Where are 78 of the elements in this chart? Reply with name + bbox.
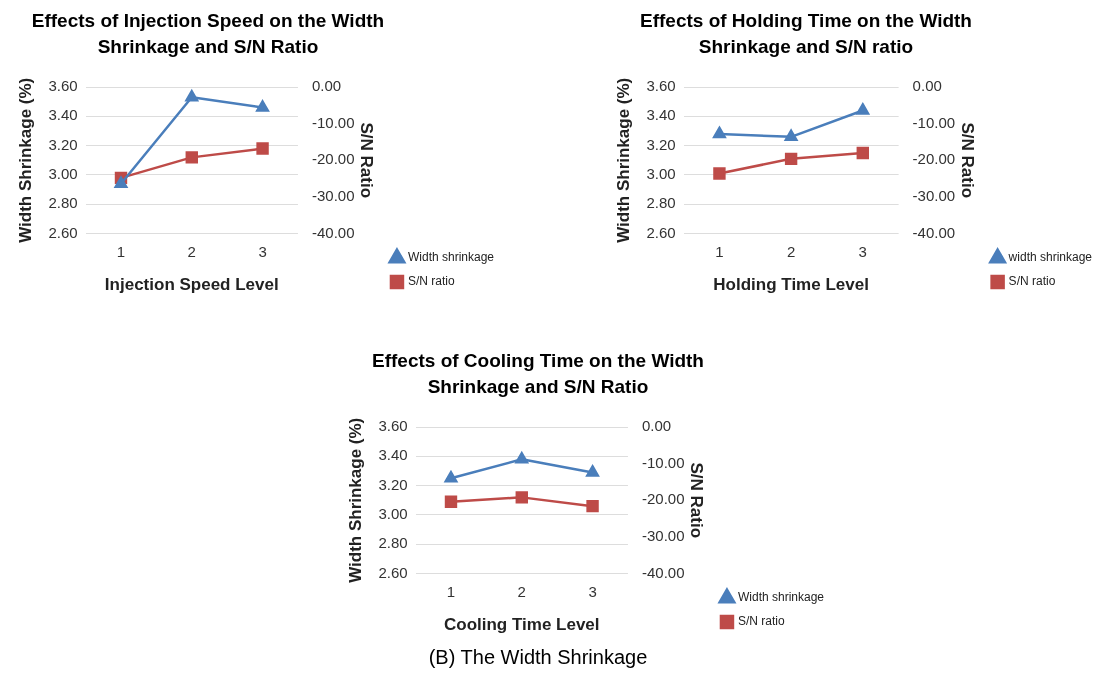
y2-tick-label: -10.00 (912, 113, 956, 131)
y2-tick-label: 0.00 (912, 77, 942, 95)
y-tick-label: 2.80 (48, 194, 78, 212)
y2-axis-title: S/N Ratio (357, 122, 377, 199)
y2-tick-label: -40.00 (641, 563, 685, 581)
x-tick-label: 1 (446, 582, 456, 600)
y-tick-label: 3.00 (378, 505, 408, 523)
point (185, 90, 199, 102)
x-tick-label: 2 (187, 242, 196, 260)
point (586, 499, 599, 513)
y-tick-label: 3.60 (48, 77, 78, 95)
y2-tick-label: -40.00 (912, 223, 956, 241)
y-tick-label: 3.20 (646, 135, 676, 153)
y-axis-title: Width Shrinkage (%) (15, 77, 35, 243)
y-tick-label: 3.40 (48, 106, 78, 124)
point (784, 152, 798, 166)
y2-tick-label: 0.00 (311, 77, 342, 95)
chart-title: Effects of Cooling Time on the Width Shrinkage and S/N Ratio (371, 349, 705, 399)
text: (B) The Width Shrinkage (427, 646, 649, 669)
y2-tick-label: -40.00 (311, 223, 355, 241)
x-tick-label: 2 (517, 582, 526, 600)
y-tick-label: 3.00 (48, 165, 78, 183)
point (256, 100, 270, 112)
y-tick-label: 3.20 (378, 475, 408, 493)
y2-tick-label: -10.00 (311, 113, 355, 131)
legend-label: Width shrinkage (407, 250, 495, 265)
x-tick-label: 1 (116, 242, 126, 260)
x-tick-label: 3 (258, 242, 267, 260)
legend-label: width shrinkage (1007, 250, 1093, 265)
point (515, 491, 528, 504)
y2-tick-label: -30.00 (912, 187, 956, 205)
y-tick-label: 3.00 (646, 165, 676, 183)
point (856, 146, 869, 160)
y-tick-label: 3.40 (646, 106, 676, 124)
x-tick-label: 2 (786, 242, 796, 260)
y2-tick-label: -20.00 (641, 490, 685, 508)
y2-tick-label: 0.00 (641, 417, 672, 435)
x-axis-title: Holding Time Level (713, 275, 869, 295)
point (256, 142, 269, 155)
y-axis-title: Width Shrinkage (%) (613, 77, 633, 243)
y-tick-label: 2.80 (646, 194, 676, 212)
x-axis-title: Injection Speed Level (104, 275, 279, 295)
legend-label: S/N ratio (737, 614, 785, 629)
x-tick-label: 1 (715, 242, 724, 260)
y2-tick-label: -20.00 (311, 150, 355, 168)
y-tick-label: 3.40 (378, 446, 408, 464)
point (784, 129, 798, 142)
point (712, 126, 726, 139)
x-tick-label: 3 (588, 582, 597, 600)
point (713, 167, 726, 180)
y2-tick-label: -10.00 (641, 453, 685, 471)
point (515, 452, 529, 464)
point (586, 465, 600, 477)
y-tick-label: 2.60 (646, 223, 676, 241)
chart-title: Effects of Injection Speed on the Width Shrinkage and S/N Ratio (30, 9, 386, 59)
chart-title: Effects of Holding Time on the Width Shrinkage and S/N ratio (639, 9, 973, 59)
point (444, 471, 458, 483)
y-tick-label: 3.60 (646, 77, 676, 95)
y-tick-label: 2.80 (378, 534, 408, 552)
x-axis-title: Cooling Time Level (444, 615, 600, 635)
x-tick-label: 3 (858, 242, 867, 260)
y-tick-label: 2.60 (48, 223, 78, 241)
y-axis-title: Width Shrinkage (%) (345, 417, 365, 583)
y2-tick-label: -30.00 (641, 527, 685, 545)
y-tick-label: 3.20 (48, 135, 78, 153)
y-tick-label: 2.60 (378, 563, 408, 581)
point (114, 176, 128, 189)
legend-label: Width shrinkage (737, 590, 825, 605)
y2-tick-label: -30.00 (311, 187, 355, 205)
legend-label: S/N ratio (407, 274, 455, 289)
point (185, 151, 198, 164)
y-tick-label: 3.60 (378, 417, 408, 435)
point (444, 495, 458, 508)
point (856, 103, 870, 115)
y2-tick-label: -20.00 (912, 150, 956, 168)
legend-label: S/N ratio (1008, 274, 1056, 289)
y2-axis-title: S/N Ratio (957, 122, 977, 199)
y2-axis-title: S/N Ratio (687, 462, 707, 539)
